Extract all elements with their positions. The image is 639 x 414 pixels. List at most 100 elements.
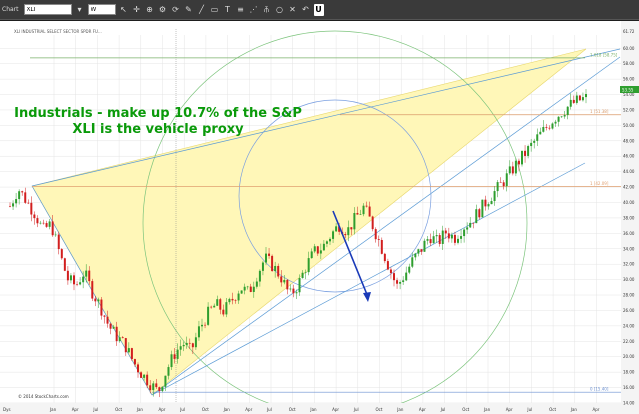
x-tick-label: Jul: [266, 407, 272, 412]
candle-body: [173, 354, 176, 359]
candle-body: [557, 116, 560, 122]
small-fib-circle[interactable]: [238, 99, 432, 293]
zoom-icon[interactable]: ⊕: [146, 4, 153, 14]
x-tick-label: Apr: [506, 407, 513, 412]
u-button[interactable]: U: [313, 3, 324, 16]
candle-body: [283, 279, 286, 283]
candle-body: [298, 278, 301, 293]
candle-body: [295, 292, 298, 294]
candle-body: [432, 236, 435, 244]
fib-icon[interactable]: ≡: [237, 4, 244, 14]
candle-body: [350, 227, 353, 230]
candle-body: [493, 191, 496, 202]
fan-trendline[interactable]: [151, 56, 621, 396]
candle-body: [60, 249, 63, 259]
candle-body: [438, 235, 441, 244]
crosshair-icon[interactable]: ✛: [133, 4, 140, 14]
candle-body: [106, 316, 109, 324]
candle-body: [441, 230, 444, 244]
candle-body: [338, 226, 341, 232]
candle-body: [191, 343, 194, 348]
candle-body: [563, 115, 566, 117]
text-icon[interactable]: T: [225, 4, 230, 14]
chart-canvas[interactable]: 1.618 [58.75] 1 [51.38] 1 [42.09] 0 [15.40]…: [0, 21, 639, 414]
x-tick-label: Oct: [376, 407, 383, 412]
candle-body: [127, 348, 130, 353]
candle-body: [48, 221, 51, 227]
x-tick-label: Apr: [245, 407, 252, 412]
candle-body: [91, 281, 94, 299]
y-tick-label: 46.00: [623, 154, 635, 159]
lower-trendline[interactable]: [151, 162, 586, 396]
undo-icon[interactable]: ↶: [302, 4, 309, 14]
candle-body: [73, 275, 75, 285]
pitchfork-icon[interactable]: ⫚: [264, 4, 269, 14]
candle-body: [499, 182, 502, 183]
chart-svg[interactable]: 1.618 [58.75] 1 [51.38] 1 [42.09] 0 [15.40]…: [0, 21, 639, 414]
candle-body: [578, 95, 581, 101]
interval-select[interactable]: [87, 4, 116, 15]
x-tick-label: Apr: [419, 407, 426, 412]
refresh-icon[interactable]: ⟳: [172, 4, 179, 14]
candle-body: [42, 222, 45, 224]
candle-body: [368, 206, 371, 217]
candle-body: [539, 131, 542, 135]
candle-body: [271, 255, 274, 271]
candle-body: [502, 182, 505, 187]
rect-icon[interactable]: ▭: [210, 4, 219, 14]
upper-trendline[interactable]: [31, 48, 621, 187]
candle-body: [9, 206, 11, 207]
candle-body: [51, 221, 54, 236]
x-tick-label: Jul: [440, 407, 446, 412]
candle-body: [554, 121, 557, 124]
candle-body: [527, 146, 530, 156]
candle-body: [274, 265, 277, 271]
candle-body: [219, 299, 222, 310]
candle-body: [170, 354, 173, 368]
candle-body: [514, 160, 517, 174]
x-tick-label: Apr: [332, 407, 339, 412]
x-tick-label: Oct: [462, 407, 469, 412]
y-tick-label: 44.00: [623, 169, 635, 174]
symbol-input[interactable]: [23, 4, 72, 15]
candle-body: [353, 212, 356, 230]
candle-body: [94, 298, 97, 302]
candle-body: [182, 344, 185, 347]
x-tick-label: Oct: [289, 407, 296, 412]
x-tick-label: Apr: [159, 407, 166, 412]
candle-body: [54, 234, 57, 236]
y-tick-label: 34.00: [623, 246, 635, 251]
candle-body: [313, 246, 316, 252]
candle-body: [222, 309, 225, 315]
candle-body: [286, 279, 289, 290]
annotation-line-1: Industrials - make up 10.7% of the S&P: [14, 106, 302, 121]
candle-body: [490, 201, 493, 205]
candle-body: [393, 273, 395, 281]
y-axis-panel: [621, 21, 639, 414]
settings-icon[interactable]: ⚙: [158, 4, 167, 14]
candle-body: [112, 326, 115, 329]
pointer-icon[interactable]: ↖: [120, 4, 127, 14]
circle-icon[interactable]: ○: [276, 4, 283, 14]
candle-body: [365, 205, 368, 207]
candle-body: [130, 348, 133, 360]
y-tick-label: 54.00: [623, 92, 635, 97]
x-tick-start: Dys: [3, 407, 11, 412]
candle-body: [484, 199, 487, 207]
gann-icon[interactable]: ⋰: [249, 4, 258, 14]
line-icon[interactable]: ╱: [199, 4, 204, 14]
candle-body: [469, 222, 472, 228]
draw-icon[interactable]: ✎: [185, 4, 192, 14]
candle-body: [268, 253, 271, 256]
candle-body: [207, 306, 210, 325]
candle-body: [88, 270, 91, 282]
symbol-dropdown-icon[interactable]: ▾: [77, 4, 82, 14]
candle-body: [466, 227, 469, 230]
watermark: © 2014 StockCharts.com: [18, 394, 69, 399]
candle-body: [581, 97, 584, 101]
large-fib-circle[interactable]: [142, 30, 528, 414]
candle-body: [347, 227, 350, 236]
candle-body: [179, 346, 182, 350]
last-price-badge-bg: [620, 86, 639, 93]
delete-icon[interactable]: ✕: [289, 4, 296, 14]
